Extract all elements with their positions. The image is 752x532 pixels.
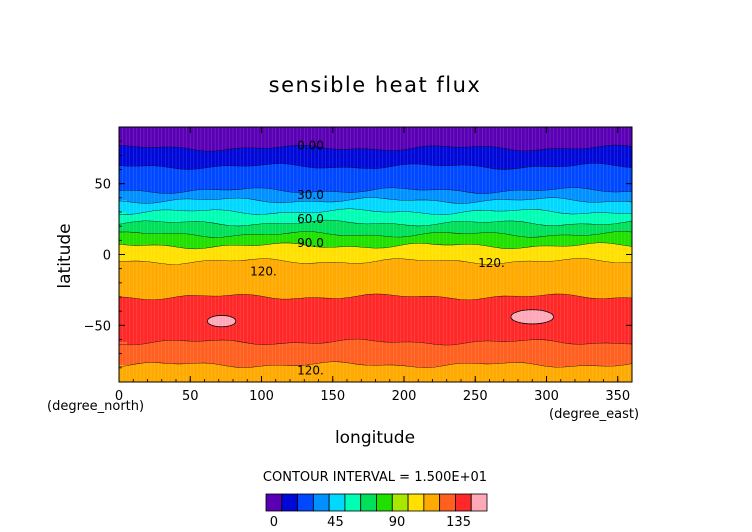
colorbar-tick-label: 90: [389, 515, 406, 530]
contour-label: 30.0: [297, 188, 324, 202]
colorbar-swatch: [344, 493, 362, 512]
colorbar-tick-label: 0: [270, 515, 278, 530]
x-unit-label: (degree_east): [549, 407, 639, 422]
contour-band: [119, 339, 632, 368]
x-tick-label: 50: [182, 389, 199, 404]
contour-band: [119, 243, 632, 265]
contour-band: [119, 258, 632, 301]
contour-label: 120.: [478, 256, 505, 270]
colorbar-swatch: [265, 493, 283, 512]
x-tick-label: 350: [605, 389, 630, 404]
colorbar-swatch: [407, 493, 425, 512]
colorbar-swatch: [423, 493, 441, 512]
contour-band: [120, 127, 632, 152]
x-tick-label: 150: [320, 389, 345, 404]
contour-label: 120.: [250, 265, 277, 279]
contour-band: [119, 231, 632, 250]
contour-label: 60.0: [297, 212, 324, 226]
y-tick-label: −50: [84, 319, 111, 334]
contour-band: [119, 294, 632, 346]
peak-patch: [206, 315, 237, 328]
y-tick-label: 50: [94, 178, 111, 193]
x-tick-label: 0: [115, 389, 123, 404]
colorbar-swatch: [281, 493, 298, 512]
y-tick-label: 0: [103, 249, 111, 264]
contour-label: 120.: [297, 364, 324, 378]
y-axis-title: latitude: [55, 223, 75, 288]
contour-band: [119, 163, 632, 194]
colorbar-swatch: [312, 493, 330, 512]
contour-band: [119, 208, 632, 227]
y-axis: −50 0 50: [84, 126, 632, 383]
peak-patch: [510, 309, 555, 325]
contour-label: 0.00: [297, 138, 324, 152]
colorbar-swatch: [360, 493, 377, 512]
chart-title: sensible heat flux: [269, 73, 482, 97]
contour-band: [119, 145, 632, 170]
colorbar: 0 45 90 135: [265, 493, 488, 530]
x-tick-label: 300: [534, 389, 559, 404]
contour-band: [119, 197, 632, 215]
y-unit-label: (degree_north): [47, 399, 144, 414]
colorbar-swatch: [391, 493, 409, 512]
contour-label: 90.0: [297, 236, 324, 250]
x-tick-label: 200: [392, 389, 417, 404]
colorbar-swatch: [455, 493, 472, 512]
plot-area: 0.00 30.0 60.0 90.0 120. 120. 120.: [119, 127, 632, 382]
x-tick-label: 100: [249, 389, 274, 404]
colorbar-tick-label: 45: [327, 515, 344, 530]
x-axis: 0 50 100 150 200 250 300 350: [115, 127, 633, 404]
colorbar-tick-label: 135: [446, 515, 471, 530]
contour-interval-text: CONTOUR INTERVAL = 1.500E+01: [263, 470, 487, 485]
colorbar-swatch: [439, 493, 456, 512]
contour-band: [119, 220, 632, 238]
contour-band: [119, 361, 632, 382]
colorbar-swatch: [376, 493, 393, 512]
x-axis-title: longitude: [335, 428, 415, 448]
colorbar-swatch: [328, 493, 346, 512]
colorbar-swatch: [297, 493, 314, 512]
x-tick-label: 250: [463, 389, 488, 404]
colorbar-swatch: [470, 493, 488, 512]
